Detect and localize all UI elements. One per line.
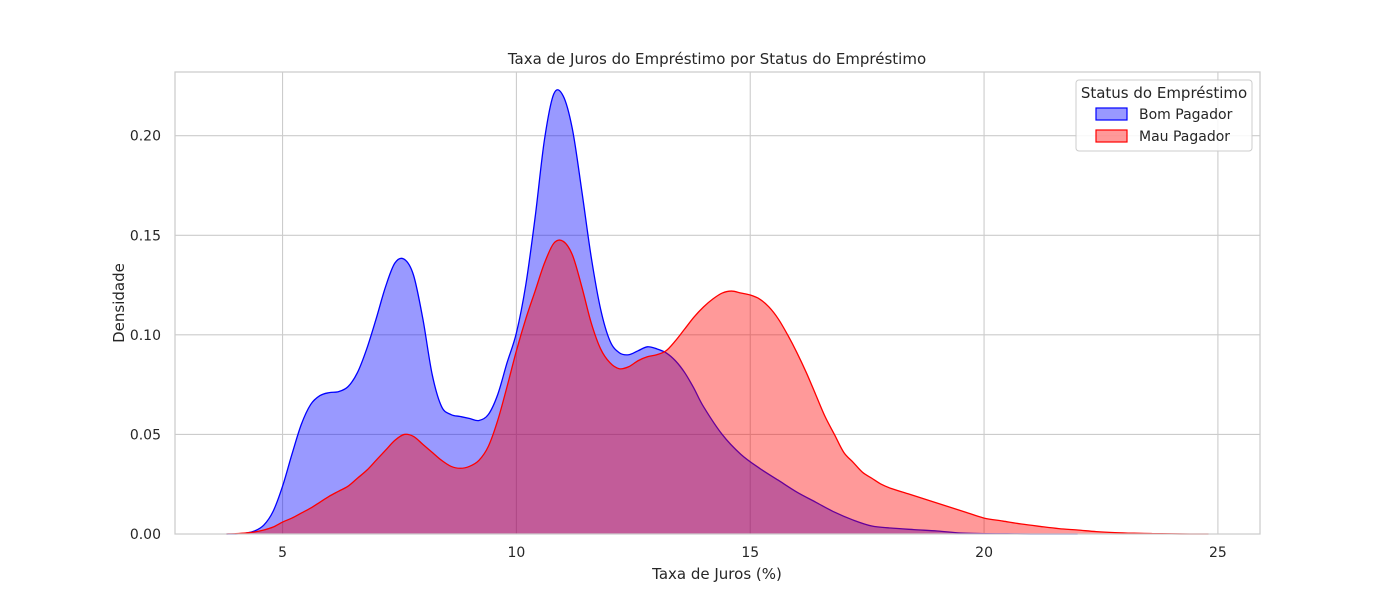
y-tick-label: 0.20 <box>130 129 161 145</box>
line-mau-pagador <box>226 239 1209 535</box>
plot-frame <box>174 71 1261 535</box>
legend-label-mau-pagador: Mau Pagador <box>1139 129 1230 145</box>
x-tick-label: 25 <box>1209 545 1227 561</box>
y-axis-ticks: 0.00 0.05 0.10 0.15 0.20 <box>130 129 161 543</box>
legend-box <box>1075 79 1253 152</box>
series-layer <box>226 89 1209 535</box>
x-axis-ticks: 5 10 15 20 25 <box>278 545 1227 561</box>
y-tick-label: 0.05 <box>130 427 161 443</box>
legend-label-bom-pagador: Bom Pagador <box>1139 107 1233 123</box>
area-bom-pagador <box>226 89 1078 535</box>
chart-title: Taxa de Juros do Empréstimo por Status d… <box>507 50 926 68</box>
x-axis-label: Taxa de Juros (%) <box>651 565 782 583</box>
legend: Status do Empréstimo Bom Pagador Mau Pag… <box>1075 79 1253 152</box>
y-tick-label: 0.15 <box>130 228 161 244</box>
x-tick-label: 20 <box>975 545 993 561</box>
line-bom-pagador <box>226 89 1078 535</box>
x-tick-label: 15 <box>741 545 759 561</box>
legend-swatch-bom-pagador <box>1095 107 1128 121</box>
y-tick-label: 0.10 <box>130 328 161 344</box>
area-mau-pagador <box>226 240 1209 534</box>
legend-swatch-mau-pagador <box>1095 129 1128 143</box>
y-tick-label: 0.00 <box>130 527 161 543</box>
x-tick-label: 10 <box>507 545 525 561</box>
y-axis-label: Densidade <box>110 263 128 343</box>
x-tick-label: 5 <box>278 545 287 561</box>
legend-title: Status do Empréstimo <box>1081 84 1247 102</box>
